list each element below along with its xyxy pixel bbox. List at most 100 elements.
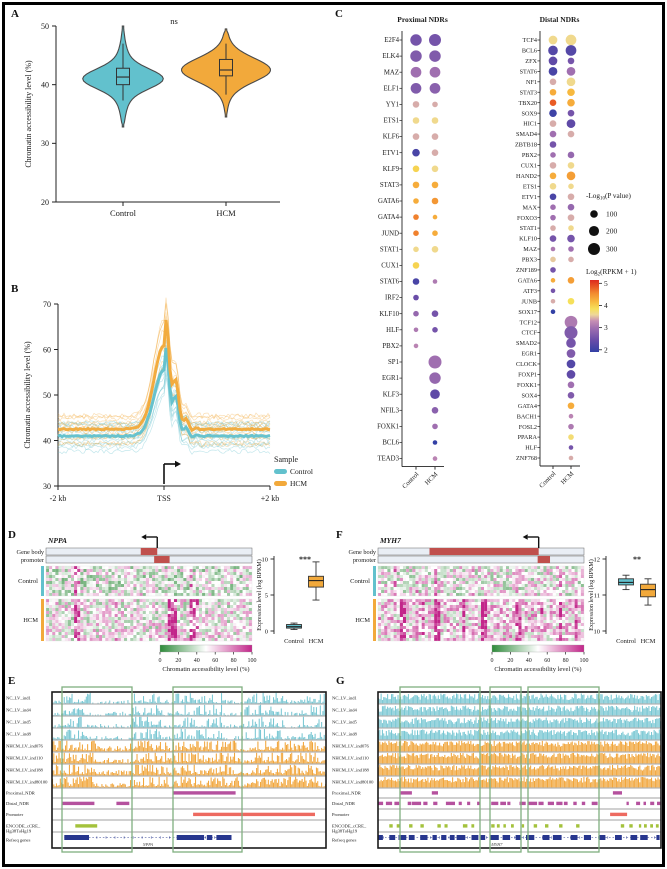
tf-label: PBX2	[382, 343, 399, 350]
dot-STAT1-control	[550, 225, 556, 231]
track-frame	[51, 691, 327, 849]
size-legend-label: 100	[606, 210, 618, 219]
tf-label: PBX3	[522, 257, 537, 264]
tf-label: ZFX	[525, 58, 537, 65]
track-row-Refseq genes	[64, 835, 232, 840]
dot-TCF4-hcm	[565, 34, 577, 46]
tf-label: CUX1	[521, 163, 537, 170]
promoter-label: promoter	[21, 557, 45, 564]
dot-BCL6-hcm	[565, 45, 577, 56]
tf-label: EGR1	[522, 351, 537, 358]
tf-label: SOX9	[522, 110, 537, 117]
tf-label: NF1	[526, 79, 537, 86]
panel-b-xtick: TSS	[157, 494, 171, 503]
dot-CUX1-control	[412, 262, 420, 269]
dotplot-xcat: HCM	[560, 470, 576, 486]
dot-ELF1-hcm	[429, 82, 441, 94]
heatmap-hcm	[45, 598, 253, 642]
dot-KLF10-hcm	[431, 310, 439, 318]
tf-label: FOXK1	[517, 382, 537, 389]
dotplot-title: Proximal NDRs	[397, 15, 448, 24]
track-label: NC_LV_ind1	[332, 696, 358, 701]
panel-b-tss-profile-plot: Chromatin accessibility level (%) 70 60 50 4…	[23, 297, 313, 503]
panel-c-legend: -Log10(P value) 100 200 300 Log2(RPKM + 1)5 4…	[586, 192, 637, 354]
colorbar-tick: 0	[491, 658, 494, 664]
dot-ZNF189-control	[550, 267, 556, 273]
panel-a-ytick: 50	[41, 22, 49, 31]
dot-JUND-hcm	[432, 230, 438, 237]
dot-ETS1-hcm	[431, 117, 439, 124]
track-row-NC_LV_ind4	[378, 705, 662, 716]
tf-label: SP1	[388, 359, 399, 366]
tf-label: EGR1	[382, 375, 399, 382]
size-legend-dot	[590, 210, 598, 218]
tf-label: STAT3	[520, 89, 537, 96]
heatmap-group-label: Control	[350, 578, 370, 585]
dot-ELK4-hcm	[429, 50, 441, 62]
colorbar-tick: 80	[231, 658, 237, 664]
tf-label: HLF	[386, 327, 399, 334]
tf-label: STAT6	[380, 279, 400, 286]
colorbar-tick: 20	[175, 658, 181, 664]
dot-ETV1-control	[549, 193, 557, 201]
dot-MAZ-control	[410, 66, 422, 78]
highlight-box	[527, 686, 600, 853]
tf-label: ZNF189	[516, 267, 537, 274]
tf-label: CLOCK	[516, 361, 538, 368]
dot-CUX1-control	[549, 162, 557, 169]
track-label: Distal_NDR	[6, 801, 30, 806]
gene-name: MYH7	[379, 536, 401, 545]
legend-swatch-control	[274, 469, 287, 474]
expression-ytick: 11	[594, 592, 600, 599]
hcm-group-bar	[373, 599, 376, 641]
heatmap-group-label: HCM	[23, 617, 38, 624]
dot-STAT3-hcm	[567, 88, 575, 97]
dot-STAT3-control	[549, 88, 557, 96]
track-label: Refseq genes	[6, 838, 31, 843]
dot-BCL6-hcm	[432, 440, 438, 445]
dotplot-xcat: Control	[401, 471, 420, 490]
track-label: NHCM_LV_ind076	[332, 744, 370, 749]
tf-label: MAX	[523, 204, 538, 211]
mean-line-control	[57, 347, 271, 439]
dot-FOSL2-hcm	[568, 423, 574, 430]
dot-ETV1-hcm	[431, 149, 439, 157]
dot-FOXK1-hcm	[567, 381, 575, 389]
track-row-NHCM_LV_ind80100	[378, 776, 662, 788]
dot-PBX2-hcm	[567, 151, 575, 159]
dotplot-xcat: Control	[538, 470, 557, 489]
panel-a-letter: A	[11, 8, 19, 20]
dot-YY1-control	[412, 101, 420, 108]
promoter-bar	[377, 555, 585, 564]
tf-label: ZBTB18	[515, 142, 537, 149]
heatmap-control	[377, 565, 585, 597]
rpkm-tick: 2	[604, 345, 608, 354]
highlight-box	[399, 686, 481, 853]
dot-KLF9-control	[412, 165, 420, 173]
track-label: NC_LV_ind8	[6, 732, 32, 737]
track-row-NHCM_LV_ind110	[52, 752, 327, 764]
dot-SOX17-control	[550, 309, 556, 315]
colorbar-tick: 40	[194, 658, 200, 664]
dot-KLF10-hcm	[567, 234, 575, 243]
dot-BACH1-hcm	[568, 413, 574, 419]
dot-FOXK1-hcm	[432, 423, 438, 430]
panel-a-violin-plot: Chromatin accessibility level (%) 50 40 30 2…	[24, 16, 280, 218]
dot-PBX3-control	[550, 256, 556, 263]
legend-title: -Log10(P value)	[586, 192, 631, 202]
dot-NF1-control	[549, 78, 557, 86]
rpkm-colorbar	[590, 280, 599, 352]
dot-ETV1-hcm	[567, 193, 575, 201]
dot-STAT6-control	[548, 67, 558, 76]
dot-E2F4-hcm	[429, 34, 441, 46]
panel-g-letter: G	[336, 675, 345, 687]
dot-ZNF768-hcm	[568, 455, 574, 461]
track-row-Promoter	[193, 812, 315, 817]
gene-body-label: Gene body	[349, 549, 377, 556]
dot-GATA6-control	[550, 278, 556, 283]
tf-label: MAZ	[384, 69, 399, 76]
tss-arrow	[522, 534, 528, 540]
gene-body-segment	[140, 548, 158, 555]
panel-b-ytick: 60	[43, 345, 51, 354]
